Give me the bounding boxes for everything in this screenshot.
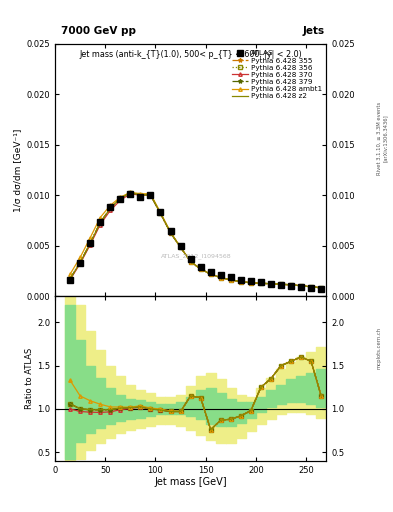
Text: Jets: Jets [302, 26, 324, 36]
Text: [arXiv:1306.3436]: [arXiv:1306.3436] [383, 114, 387, 162]
Text: ATLAS_2012_I1094568: ATLAS_2012_I1094568 [161, 253, 231, 259]
Text: 7000 GeV pp: 7000 GeV pp [61, 26, 136, 36]
Text: mcplots.cern.ch: mcplots.cern.ch [377, 327, 382, 369]
Y-axis label: Ratio to ATLAS: Ratio to ATLAS [25, 348, 34, 409]
Text: Jet mass (anti-k_{T}(1.0), 500< p_{T} < 600, |y| < 2.0): Jet mass (anti-k_{T}(1.0), 500< p_{T} < … [79, 50, 302, 59]
Y-axis label: 1/σ dσ/dm [GeV⁻¹]: 1/σ dσ/dm [GeV⁻¹] [13, 129, 22, 211]
X-axis label: Jet mass [GeV]: Jet mass [GeV] [154, 477, 227, 487]
Legend: ATLAS, Pythia 6.428 355, Pythia 6.428 356, Pythia 6.428 370, Pythia 6.428 379, P: ATLAS, Pythia 6.428 355, Pythia 6.428 35… [231, 50, 323, 100]
Text: Rivet 3.1.10, ≥ 3.3M events: Rivet 3.1.10, ≥ 3.3M events [377, 101, 382, 175]
